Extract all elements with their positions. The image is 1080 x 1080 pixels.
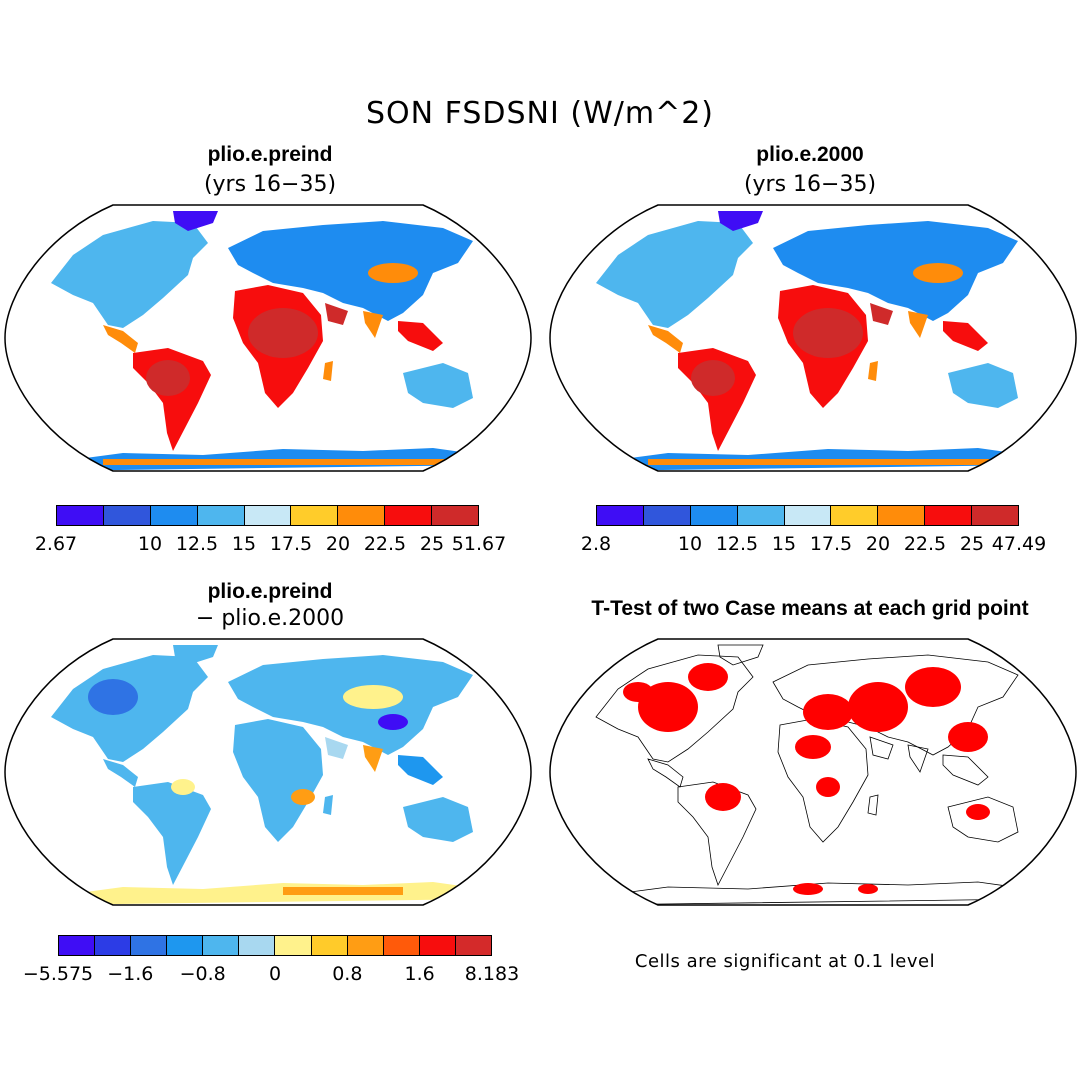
colorbar-tick-label: −1.6: [107, 963, 154, 985]
colorbar-swatch: [95, 936, 132, 955]
panel2-title: plio.e.2000: [756, 143, 864, 166]
panel3-map: [4, 638, 532, 906]
panel3-colorbar-labels: −5.575 −1.6 −0.8 0 0.8 1.6 8.183: [23, 963, 519, 985]
panel3-colorbar: −5.575 −1.6 −0.8 0 0.8 1.6 8.183: [23, 935, 519, 985]
colorbar-swatch: [419, 936, 456, 955]
colorbar-swatch: [690, 506, 738, 525]
colorbar-tick-label: 47.49: [991, 533, 1047, 555]
colorbar-tick-label: 25: [959, 533, 985, 555]
colorbar-tick-label: 20: [865, 533, 891, 555]
colorbar-tick-label: 8.183: [464, 963, 520, 985]
colorbar-swatch: [972, 506, 1019, 525]
colorbar-tick-label: 0.8: [332, 963, 363, 985]
colorbar-tick-label: 1.6: [404, 963, 435, 985]
colorbar-swatch: [878, 506, 926, 525]
colorbar-swatch: [291, 506, 339, 525]
colorbar-tick-label: −0.8: [179, 963, 226, 985]
panel2-subtitle: (yrs 16−35): [743, 172, 877, 197]
panel2-colorbar-boxes: [596, 505, 1019, 526]
colorbar-tick-label: 12.5: [715, 533, 759, 555]
colorbar-swatch: [347, 936, 384, 955]
colorbar-swatch: [239, 936, 276, 955]
colorbar-tick-label: 2.8: [580, 533, 612, 555]
colorbar-swatch: [784, 506, 832, 525]
colorbar-tick-label: 22.5: [363, 533, 407, 555]
colorbar-swatch: [275, 936, 312, 955]
colorbar-swatch: [197, 506, 245, 525]
colorbar-swatch: [203, 936, 240, 955]
panel1-colorbar: 2.67 10 12.5 15 17.5 20 22.5 25 51.67: [35, 505, 506, 555]
colorbar-swatch: [925, 506, 973, 525]
colorbar-tick-label: 2.67: [34, 533, 78, 555]
colorbar-tick-label: 17.5: [809, 533, 853, 555]
colorbar-swatch: [737, 506, 785, 525]
colorbar-tick-label: 51.67: [451, 533, 507, 555]
panel3-subtitle: − plio.e.2000: [195, 606, 345, 631]
colorbar-swatch: [167, 936, 204, 955]
colorbar-tick-label: 17.5: [269, 533, 313, 555]
colorbar-swatch: [831, 506, 879, 525]
panel2-colorbar: 2.8 10 12.5 15 17.5 20 22.5 25 47.49: [581, 505, 1046, 555]
colorbar-swatch: [597, 506, 644, 525]
colorbar-swatch: [383, 936, 420, 955]
colorbar-tick-label: 10: [677, 533, 703, 555]
colorbar-swatch: [385, 506, 433, 525]
colorbar-tick-label: 0: [268, 963, 282, 985]
panel1-colorbar-labels: 2.67 10 12.5 15 17.5 20 22.5 25 51.67: [35, 533, 506, 555]
colorbar-tick-label: −5.575: [22, 963, 94, 985]
colorbar-swatch: [244, 506, 292, 525]
panel2-colorbar-labels: 2.8 10 12.5 15 17.5 20 22.5 25 47.49: [581, 533, 1046, 555]
colorbar-swatch: [455, 936, 491, 955]
colorbar-tick-label: 12.5: [175, 533, 219, 555]
panel1-map: [4, 204, 532, 472]
colorbar-swatch: [131, 936, 168, 955]
colorbar-swatch: [103, 506, 151, 525]
colorbar-swatch: [338, 506, 386, 525]
panel3-title: plio.e.preind: [207, 580, 333, 603]
panel1-subtitle: (yrs 16−35): [203, 172, 337, 197]
colorbar-tick-label: 10: [137, 533, 163, 555]
panel1-colorbar-boxes: [56, 505, 479, 526]
colorbar-tick-label: 22.5: [903, 533, 947, 555]
panel4-map: [549, 638, 1077, 906]
panel3-colorbar-boxes: [58, 935, 492, 956]
figure-title: SON FSDSNI (W/m^2): [366, 96, 714, 131]
colorbar-swatch: [57, 506, 104, 525]
colorbar-swatch: [59, 936, 96, 955]
panel4-title: T-Test of two Case means at each grid po…: [591, 597, 1029, 620]
colorbar-swatch: [150, 506, 198, 525]
colorbar-tick-label: 15: [771, 533, 797, 555]
colorbar-tick-label: 25: [419, 533, 445, 555]
panel1-title: plio.e.preind: [207, 143, 333, 166]
significance-note: Cells are significant at 0.1 level: [634, 951, 936, 972]
colorbar-swatch: [432, 506, 479, 525]
colorbar-swatch: [311, 936, 348, 955]
colorbar-tick-label: 15: [231, 533, 257, 555]
panel2-map: [549, 204, 1077, 472]
colorbar-tick-label: 20: [325, 533, 351, 555]
colorbar-swatch: [643, 506, 691, 525]
